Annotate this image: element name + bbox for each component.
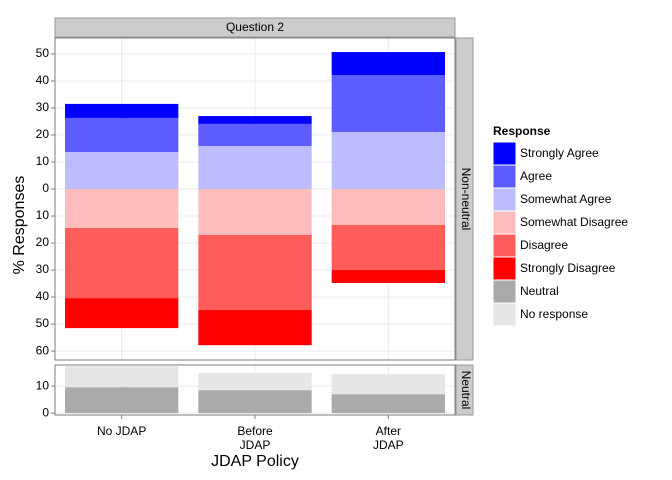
legend-label: Somewhat Disagree bbox=[520, 215, 628, 229]
x-axis-title: JDAP Policy bbox=[211, 453, 299, 470]
legend-key bbox=[492, 256, 517, 281]
bar-segment bbox=[198, 390, 312, 414]
legend-key bbox=[492, 233, 517, 258]
bar-segment bbox=[198, 116, 312, 124]
panel-border bbox=[54, 37, 456, 361]
y-tick-label: 20 bbox=[36, 235, 50, 249]
y-tick-label: 10 bbox=[36, 208, 50, 222]
bar-segment bbox=[65, 298, 179, 329]
y-tick-label: 50 bbox=[36, 316, 50, 330]
bar-segment bbox=[331, 270, 445, 284]
y-tick-label: 20 bbox=[36, 127, 50, 141]
bar-segment bbox=[198, 123, 312, 147]
legend-label: Agree bbox=[520, 169, 552, 183]
y-tick-label: 40 bbox=[36, 73, 50, 87]
facet-label: Non-neutral bbox=[459, 168, 473, 231]
legend-key bbox=[492, 187, 517, 212]
x-tick-label: After JDAP bbox=[372, 424, 404, 452]
y-tick-label: 30 bbox=[36, 100, 50, 114]
y-tick-label: 40 bbox=[36, 289, 50, 303]
facet-label: Neutral bbox=[459, 371, 473, 410]
legend-key bbox=[492, 279, 517, 304]
bar-segment bbox=[331, 394, 445, 414]
bar-segment bbox=[65, 387, 179, 414]
bar-segment bbox=[331, 132, 445, 190]
legend-label: No response bbox=[520, 307, 588, 321]
bar-segment bbox=[65, 103, 179, 118]
y-tick-label: 0 bbox=[42, 181, 49, 195]
facet-strip bbox=[455, 364, 474, 416]
legend-title: Response bbox=[493, 124, 551, 138]
legend-key bbox=[492, 141, 517, 166]
legend-label: Somewhat Agree bbox=[520, 192, 612, 206]
legend-label: Strongly Disagree bbox=[520, 261, 616, 275]
legend-key bbox=[492, 164, 517, 189]
y-tick-label: 10 bbox=[36, 154, 50, 168]
bar-segment bbox=[65, 117, 179, 152]
y-tick-label: 50 bbox=[36, 46, 50, 60]
bar-segment bbox=[331, 75, 445, 133]
bar-segment bbox=[331, 374, 445, 395]
facet-strip bbox=[455, 37, 474, 361]
bar-segment bbox=[65, 151, 179, 190]
bar-segment bbox=[198, 234, 312, 311]
y-tick-label: 60 bbox=[36, 343, 50, 357]
x-tick-label: No JDAP bbox=[96, 424, 147, 438]
y-tick-label: 10 bbox=[36, 378, 50, 392]
bar-segment bbox=[65, 227, 179, 299]
bar-segment bbox=[198, 189, 312, 235]
bar-segment bbox=[198, 310, 312, 346]
bar-segment bbox=[198, 373, 312, 391]
y-tick-label: 0 bbox=[42, 405, 49, 419]
bar-segment bbox=[331, 189, 445, 225]
bar-segment bbox=[198, 146, 312, 190]
bar-segment bbox=[65, 189, 179, 228]
legend-key bbox=[492, 302, 517, 327]
legend-label: Strongly Agree bbox=[520, 146, 599, 160]
legend-label: Disagree bbox=[520, 238, 568, 252]
legend-label: Neutral bbox=[520, 284, 559, 298]
legend-key bbox=[492, 210, 517, 235]
bar-segment bbox=[331, 52, 445, 76]
title-strip bbox=[54, 17, 456, 38]
bar-segment bbox=[65, 366, 179, 388]
x-tick-label: Before JDAP bbox=[237, 424, 273, 452]
y-axis-title: % Responses bbox=[11, 176, 28, 275]
bar-segment bbox=[331, 224, 445, 271]
chart-title: Question 2 bbox=[226, 20, 284, 34]
y-tick-label: 30 bbox=[36, 262, 50, 276]
